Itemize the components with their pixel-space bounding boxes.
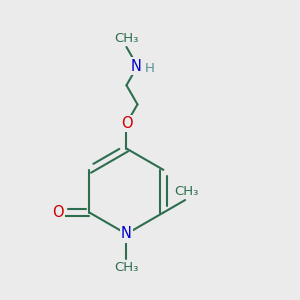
Text: O: O — [52, 205, 64, 220]
Text: H: H — [145, 62, 155, 75]
Text: O: O — [121, 116, 132, 131]
Text: CH₃: CH₃ — [114, 261, 139, 274]
Text: CH₃: CH₃ — [174, 185, 199, 198]
Text: CH₃: CH₃ — [114, 32, 139, 45]
Text: N: N — [121, 226, 132, 242]
Text: N: N — [130, 58, 142, 74]
